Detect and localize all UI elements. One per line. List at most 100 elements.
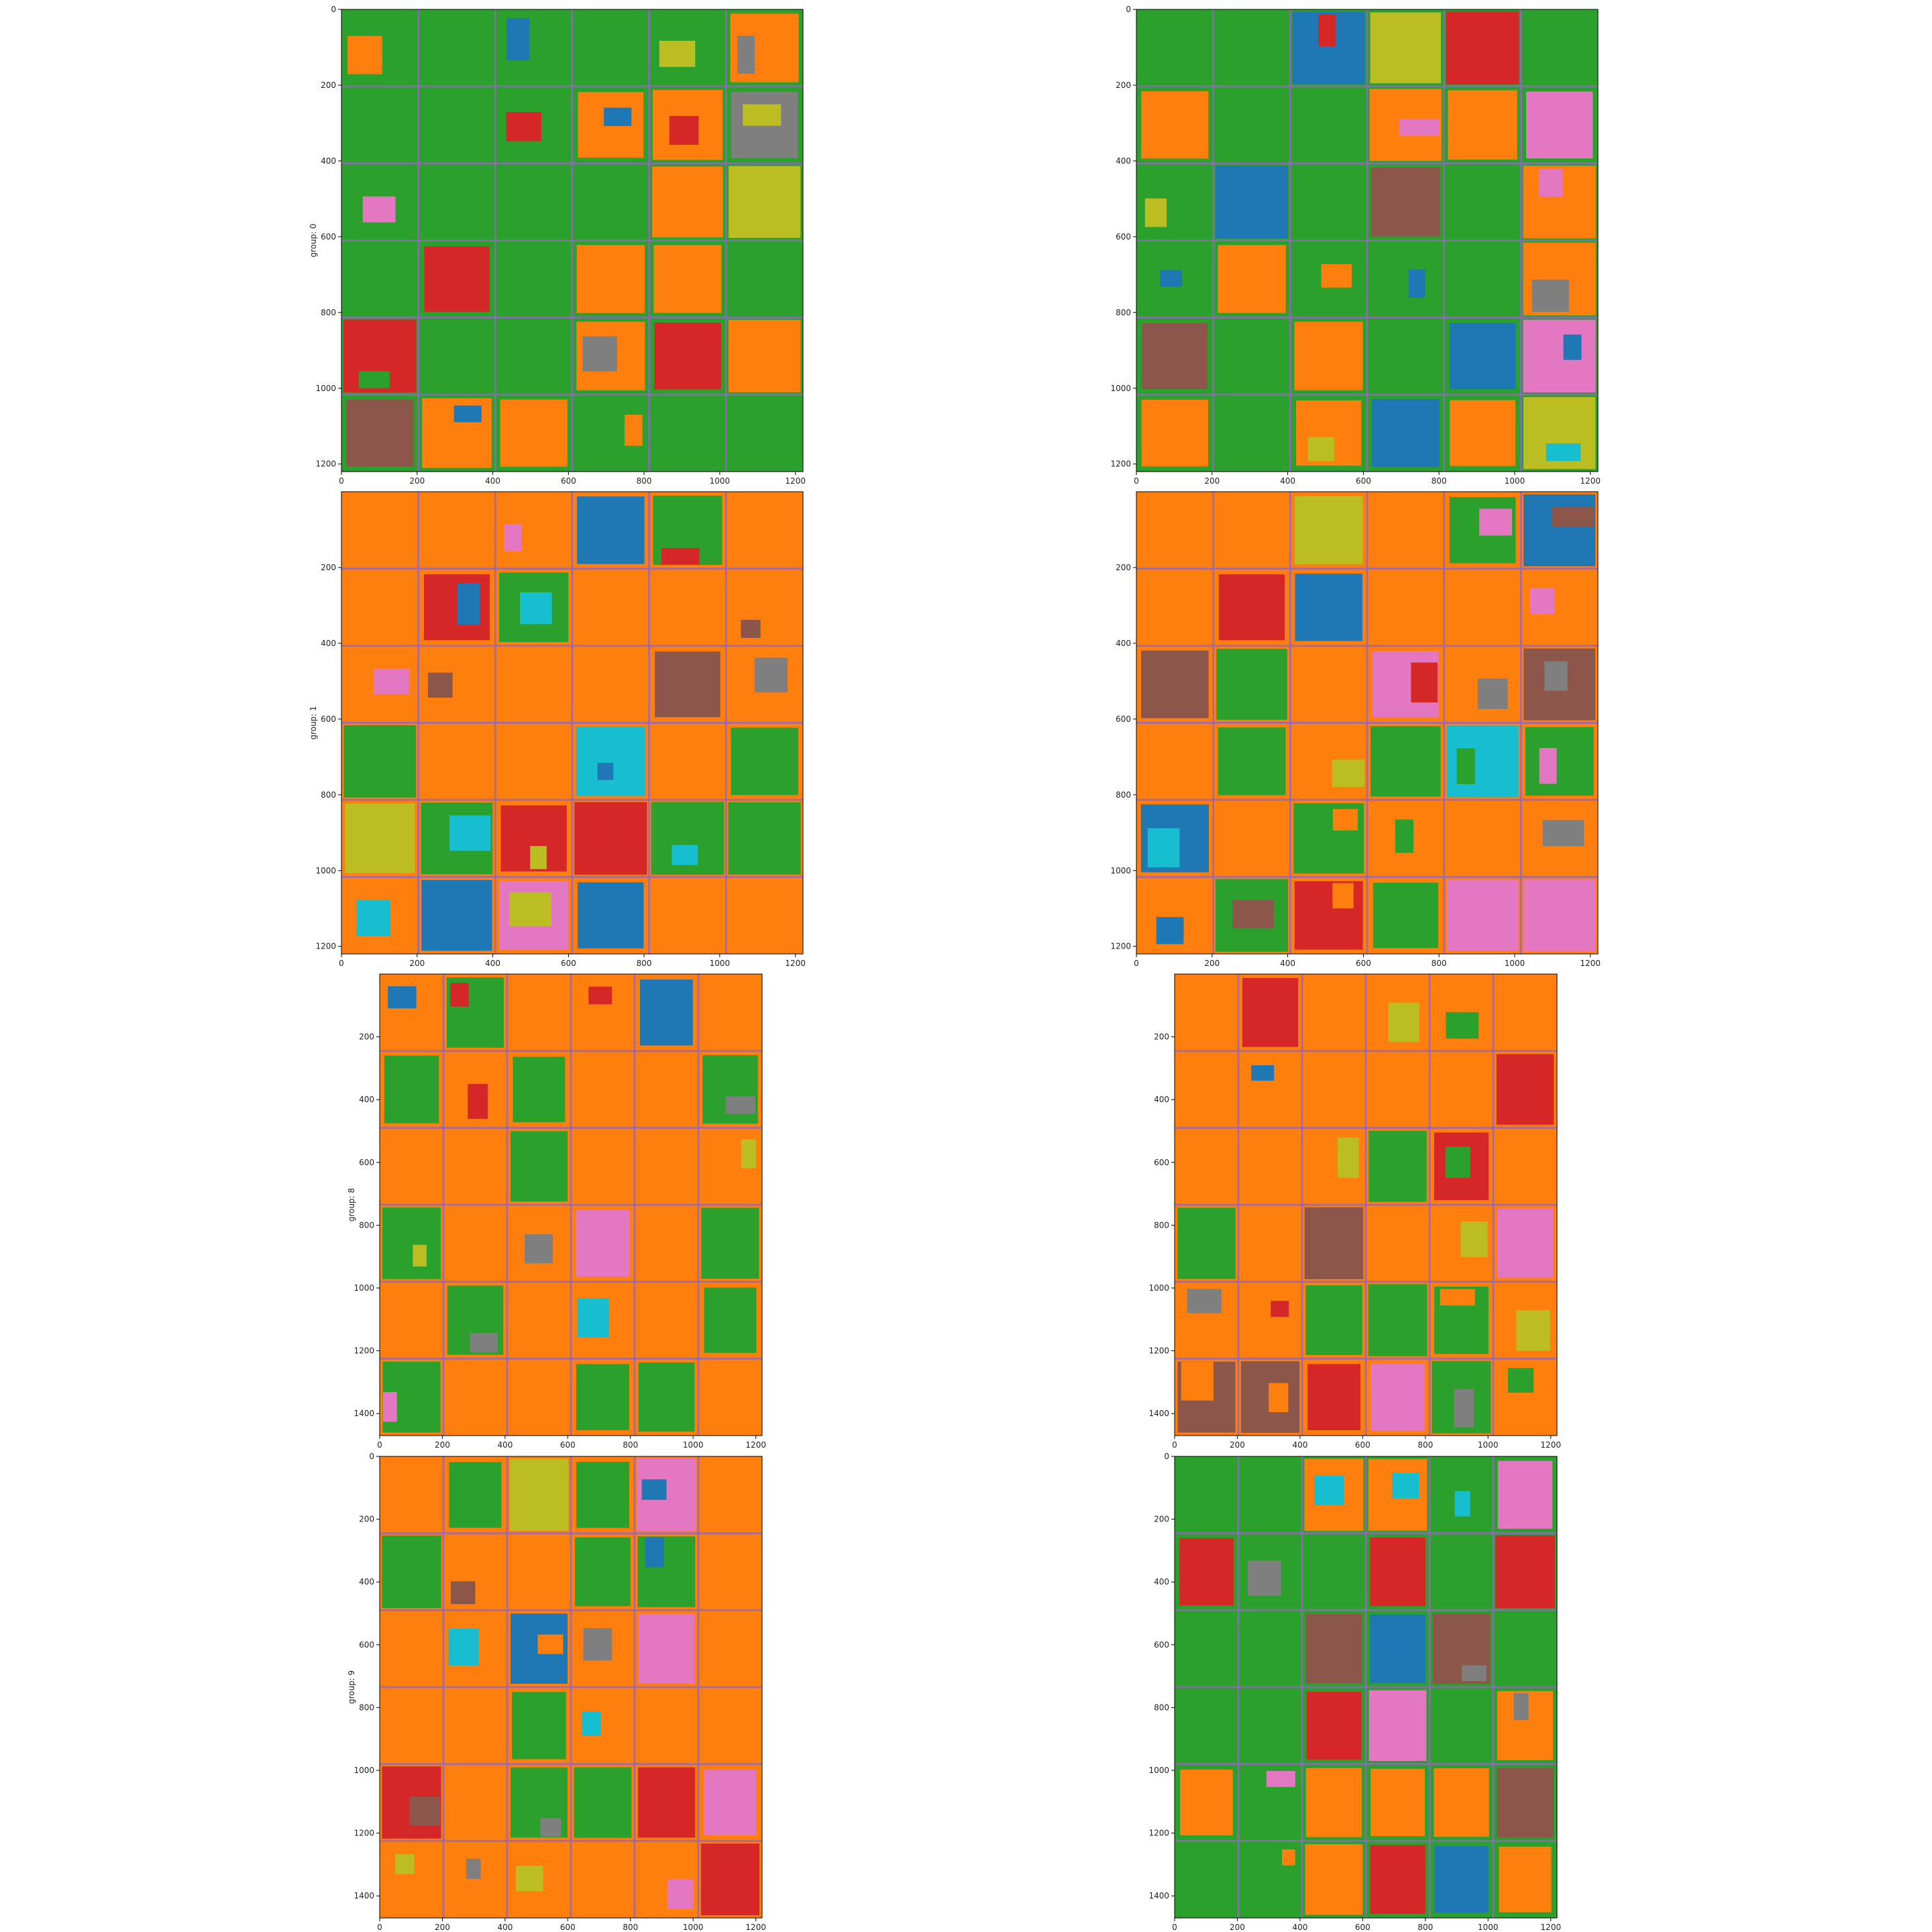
field-patch [1177,1130,1236,1203]
field-subpatch [1314,1475,1344,1505]
field-subpatch [1477,678,1508,709]
y-tick-label: 1400 [1148,1409,1169,1418]
field-patch [654,322,721,390]
field-subpatch [1282,1849,1295,1866]
field-patch [1371,167,1440,237]
field-patch [1218,574,1285,641]
field-subpatch [1454,1389,1474,1428]
field-subpatch [1409,269,1426,298]
field-subpatch [1544,661,1568,691]
x-tick-label: 0 [1172,1923,1177,1932]
field-subpatch [409,1796,441,1826]
field-subpatch [1187,1289,1222,1313]
x-tick-label: 0 [377,1923,382,1932]
x-tick-label: 1000 [1505,476,1525,486]
y-tick-label: 1000 [315,866,336,875]
field-patch [1448,90,1517,160]
x-tick-label: 400 [485,959,500,968]
field-patch [421,166,492,237]
field-subpatch [537,1634,564,1654]
field-patch [1497,1209,1553,1278]
field-patch [421,725,493,798]
panel-r1c1: 0 200 400 600 800 1000 1200 200 400 600 800 1000 120… [1110,491,1601,968]
x-tick-label: 0 [339,476,344,486]
field-patch [704,1287,757,1353]
field-subpatch [364,733,404,758]
field-patch [1179,1615,1234,1682]
field-patch [1523,494,1596,567]
x-tick-label: 200 [435,1923,450,1932]
field-patch [576,167,645,237]
field-patch [382,1207,441,1279]
field-patch [346,399,414,467]
field-subpatch [667,1878,694,1909]
field-patch [639,1132,694,1201]
field-subpatch [743,104,782,126]
field-subpatch [1337,1137,1359,1178]
x-tick-label: 400 [497,1440,513,1450]
axes-frame [1136,491,1599,955]
field-patch [1434,1845,1489,1913]
field-patch [576,727,645,796]
field-patch [1295,574,1362,641]
field-subpatch [661,547,700,565]
field-patch [1142,323,1208,389]
x-tick-label: 1200 [745,1923,766,1932]
field-subpatch [1411,662,1438,702]
y-tick-label: 1000 [1110,384,1131,393]
field-patch [1243,1286,1297,1354]
field-subpatch [1307,437,1334,462]
x-tick-label: 800 [623,1923,638,1932]
field-subpatch [449,815,491,851]
y-tick-label: 600 [1116,232,1131,241]
field-subpatch [542,665,567,705]
field-patch [510,1131,568,1202]
y-tick-label: 800 [321,790,336,800]
field-subpatch [1513,1693,1529,1721]
field-patch [383,1285,440,1356]
field-subpatch [741,620,761,638]
field-patch [1305,1285,1362,1355]
field-patch [448,1363,502,1431]
x-tick-label: 0 [339,959,344,968]
field-patch [422,321,492,391]
field-subpatch [470,1332,498,1353]
field-subpatch [442,502,466,529]
field-patch [1292,89,1365,162]
field-patch [447,1131,504,1201]
y-tick-label: 1000 [354,1283,374,1293]
field-subpatch [1332,809,1358,830]
field-subpatch [1388,1002,1419,1042]
panel-r3c1: 0 200 400 600 800 1000 1200 0 200 400 600 800 1000 12… [1148,1452,1561,1932]
field-subpatch [1336,1562,1358,1589]
field-patch [576,1462,629,1528]
field-patch [1499,1134,1552,1199]
field-subpatch [1181,1362,1214,1401]
field-patch [1243,1692,1297,1760]
field-patch [728,396,801,470]
field-patch [1216,89,1288,162]
field-patch [1446,571,1519,644]
y-tick-label: 1000 [1148,1283,1169,1293]
field-patch [638,1362,695,1432]
x-tick-label: 0 [377,1440,382,1450]
axes-frame [1174,1456,1558,1919]
x-tick-label: 600 [560,1923,576,1932]
y-tick-label: 400 [1116,156,1131,166]
y-tick-label: 600 [359,1640,374,1650]
row-label: group: 9 [347,1670,356,1704]
field-subpatch [1563,334,1582,360]
x-tick-label: 0 [1172,1440,1177,1450]
field-patch [509,1458,569,1531]
field-subpatch [645,1537,664,1568]
field-patch [1305,1768,1362,1837]
y-tick-label: 600 [321,232,336,241]
field-patch [701,1208,759,1279]
field-patch [1432,1689,1491,1762]
field-patch [655,651,720,718]
field-patch [512,1692,566,1760]
field-patch [653,573,722,642]
field-subpatch [659,40,696,67]
panel-r0c0: 0 200 400 600 800 1000 12000200400600800100012… [309,5,806,486]
y-tick-label: 600 [1154,1158,1169,1167]
